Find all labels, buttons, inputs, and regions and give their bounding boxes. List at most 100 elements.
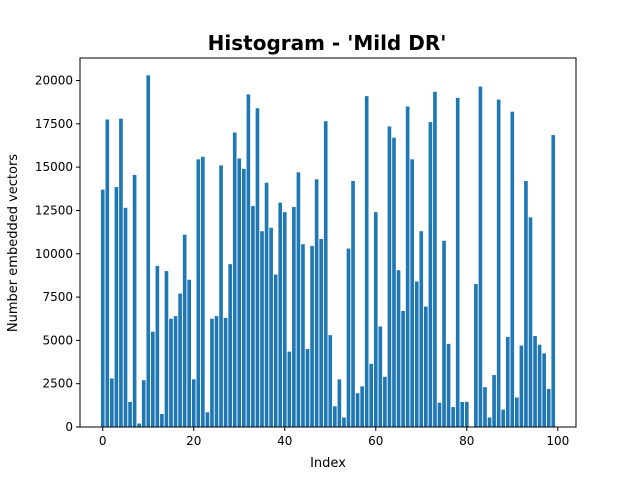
bar-39 — [278, 202, 283, 427]
bar-58 — [364, 96, 369, 428]
bar-10 — [146, 75, 151, 427]
bar-37 — [269, 227, 273, 427]
bar-20 — [191, 379, 196, 427]
bar-96 — [537, 344, 542, 427]
bar-67 — [405, 106, 410, 427]
bar-88 — [501, 409, 506, 427]
bar-80 — [464, 401, 469, 427]
bar-48 — [319, 239, 323, 427]
bar-73 — [433, 91, 437, 427]
bar-38 — [273, 274, 278, 427]
x-tick-label: 80 — [459, 434, 474, 448]
bar-3 — [114, 187, 119, 427]
y-tick-label: 5000 — [42, 333, 73, 347]
bars-group — [100, 75, 556, 428]
bar-25 — [214, 316, 219, 427]
bar-7 — [132, 174, 137, 427]
y-tick-label: 10000 — [35, 247, 73, 261]
bar-18 — [182, 234, 187, 427]
bar-71 — [424, 306, 428, 427]
bar-65 — [396, 270, 401, 427]
bar-8 — [137, 423, 141, 427]
bar-6 — [128, 401, 132, 427]
bar-33 — [251, 206, 255, 427]
bar-14 — [164, 271, 169, 427]
bar-1 — [105, 119, 110, 427]
bar-35 — [260, 231, 264, 427]
bar-86 — [492, 375, 496, 427]
bar-28 — [228, 264, 232, 427]
bar-42 — [292, 206, 296, 427]
bar-36 — [264, 182, 269, 427]
bar-52 — [337, 379, 342, 427]
bar-15 — [169, 318, 173, 427]
bar-66 — [401, 310, 405, 427]
bar-69 — [414, 281, 419, 427]
y-tick-label: 15000 — [35, 160, 73, 174]
bar-98 — [546, 388, 551, 427]
bar-94 — [528, 217, 533, 427]
y-axis-ticks: 0 2500 5000 7500 10000 12500 15000 17500 20000 — [35, 74, 80, 434]
x-tick-label: 0 — [99, 434, 107, 448]
bar-0 — [100, 189, 105, 427]
bar-23 — [205, 412, 210, 427]
bar-13 — [160, 414, 164, 427]
bar-92 — [519, 345, 524, 427]
bar-30 — [237, 158, 242, 428]
bar-85 — [487, 417, 492, 427]
x-tick-label: 40 — [277, 434, 292, 448]
bar-93 — [524, 181, 528, 427]
bar-43 — [296, 172, 301, 427]
bar-41 — [287, 351, 292, 427]
bar-63 — [387, 126, 392, 428]
bar-75 — [442, 240, 446, 427]
bar-74 — [437, 402, 442, 427]
bar-12 — [155, 265, 160, 427]
bar-22 — [201, 156, 205, 427]
bar-60 — [373, 212, 378, 427]
bar-16 — [173, 316, 178, 427]
x-tick-label: 20 — [186, 434, 201, 448]
bar-26 — [219, 165, 223, 427]
bar-54 — [346, 248, 351, 427]
bar-21 — [196, 159, 201, 427]
x-tick-label: 60 — [368, 434, 383, 448]
bar-40 — [282, 212, 287, 427]
bar-34 — [255, 108, 260, 428]
bar-76 — [446, 343, 451, 427]
bar-62 — [383, 376, 387, 427]
x-axis-label: Index — [310, 456, 346, 471]
y-tick-label: 20000 — [35, 74, 73, 88]
bar-46 — [310, 245, 314, 427]
bar-29 — [232, 132, 237, 428]
bar-57 — [360, 386, 364, 427]
bar-72 — [428, 122, 433, 427]
bar-47 — [314, 179, 319, 427]
bar-89 — [505, 336, 510, 427]
bar-99 — [551, 135, 556, 427]
bar-78 — [455, 97, 460, 427]
y-tick-label: 17500 — [35, 117, 73, 131]
bar-27 — [223, 317, 228, 427]
bar-9 — [141, 380, 146, 427]
bar-32 — [246, 94, 251, 427]
bar-83 — [478, 86, 483, 427]
bar-61 — [378, 326, 383, 427]
bar-90 — [510, 111, 515, 427]
y-tick-label: 2500 — [42, 377, 73, 391]
bar-45 — [305, 349, 310, 427]
bar-44 — [301, 244, 305, 427]
chart-title: Histogram - 'Mild DR' — [208, 31, 447, 55]
bar-24 — [210, 318, 214, 427]
bar-56 — [355, 393, 360, 427]
bar-5 — [123, 207, 128, 427]
bar-97 — [542, 353, 546, 427]
bar-77 — [451, 407, 455, 427]
bar-2 — [110, 378, 114, 427]
bar-51 — [333, 406, 337, 427]
bar-50 — [328, 335, 333, 427]
bar-95 — [533, 336, 537, 427]
bar-53 — [342, 417, 346, 427]
x-axis-ticks: 0 20 40 60 80 100 — [99, 427, 569, 448]
